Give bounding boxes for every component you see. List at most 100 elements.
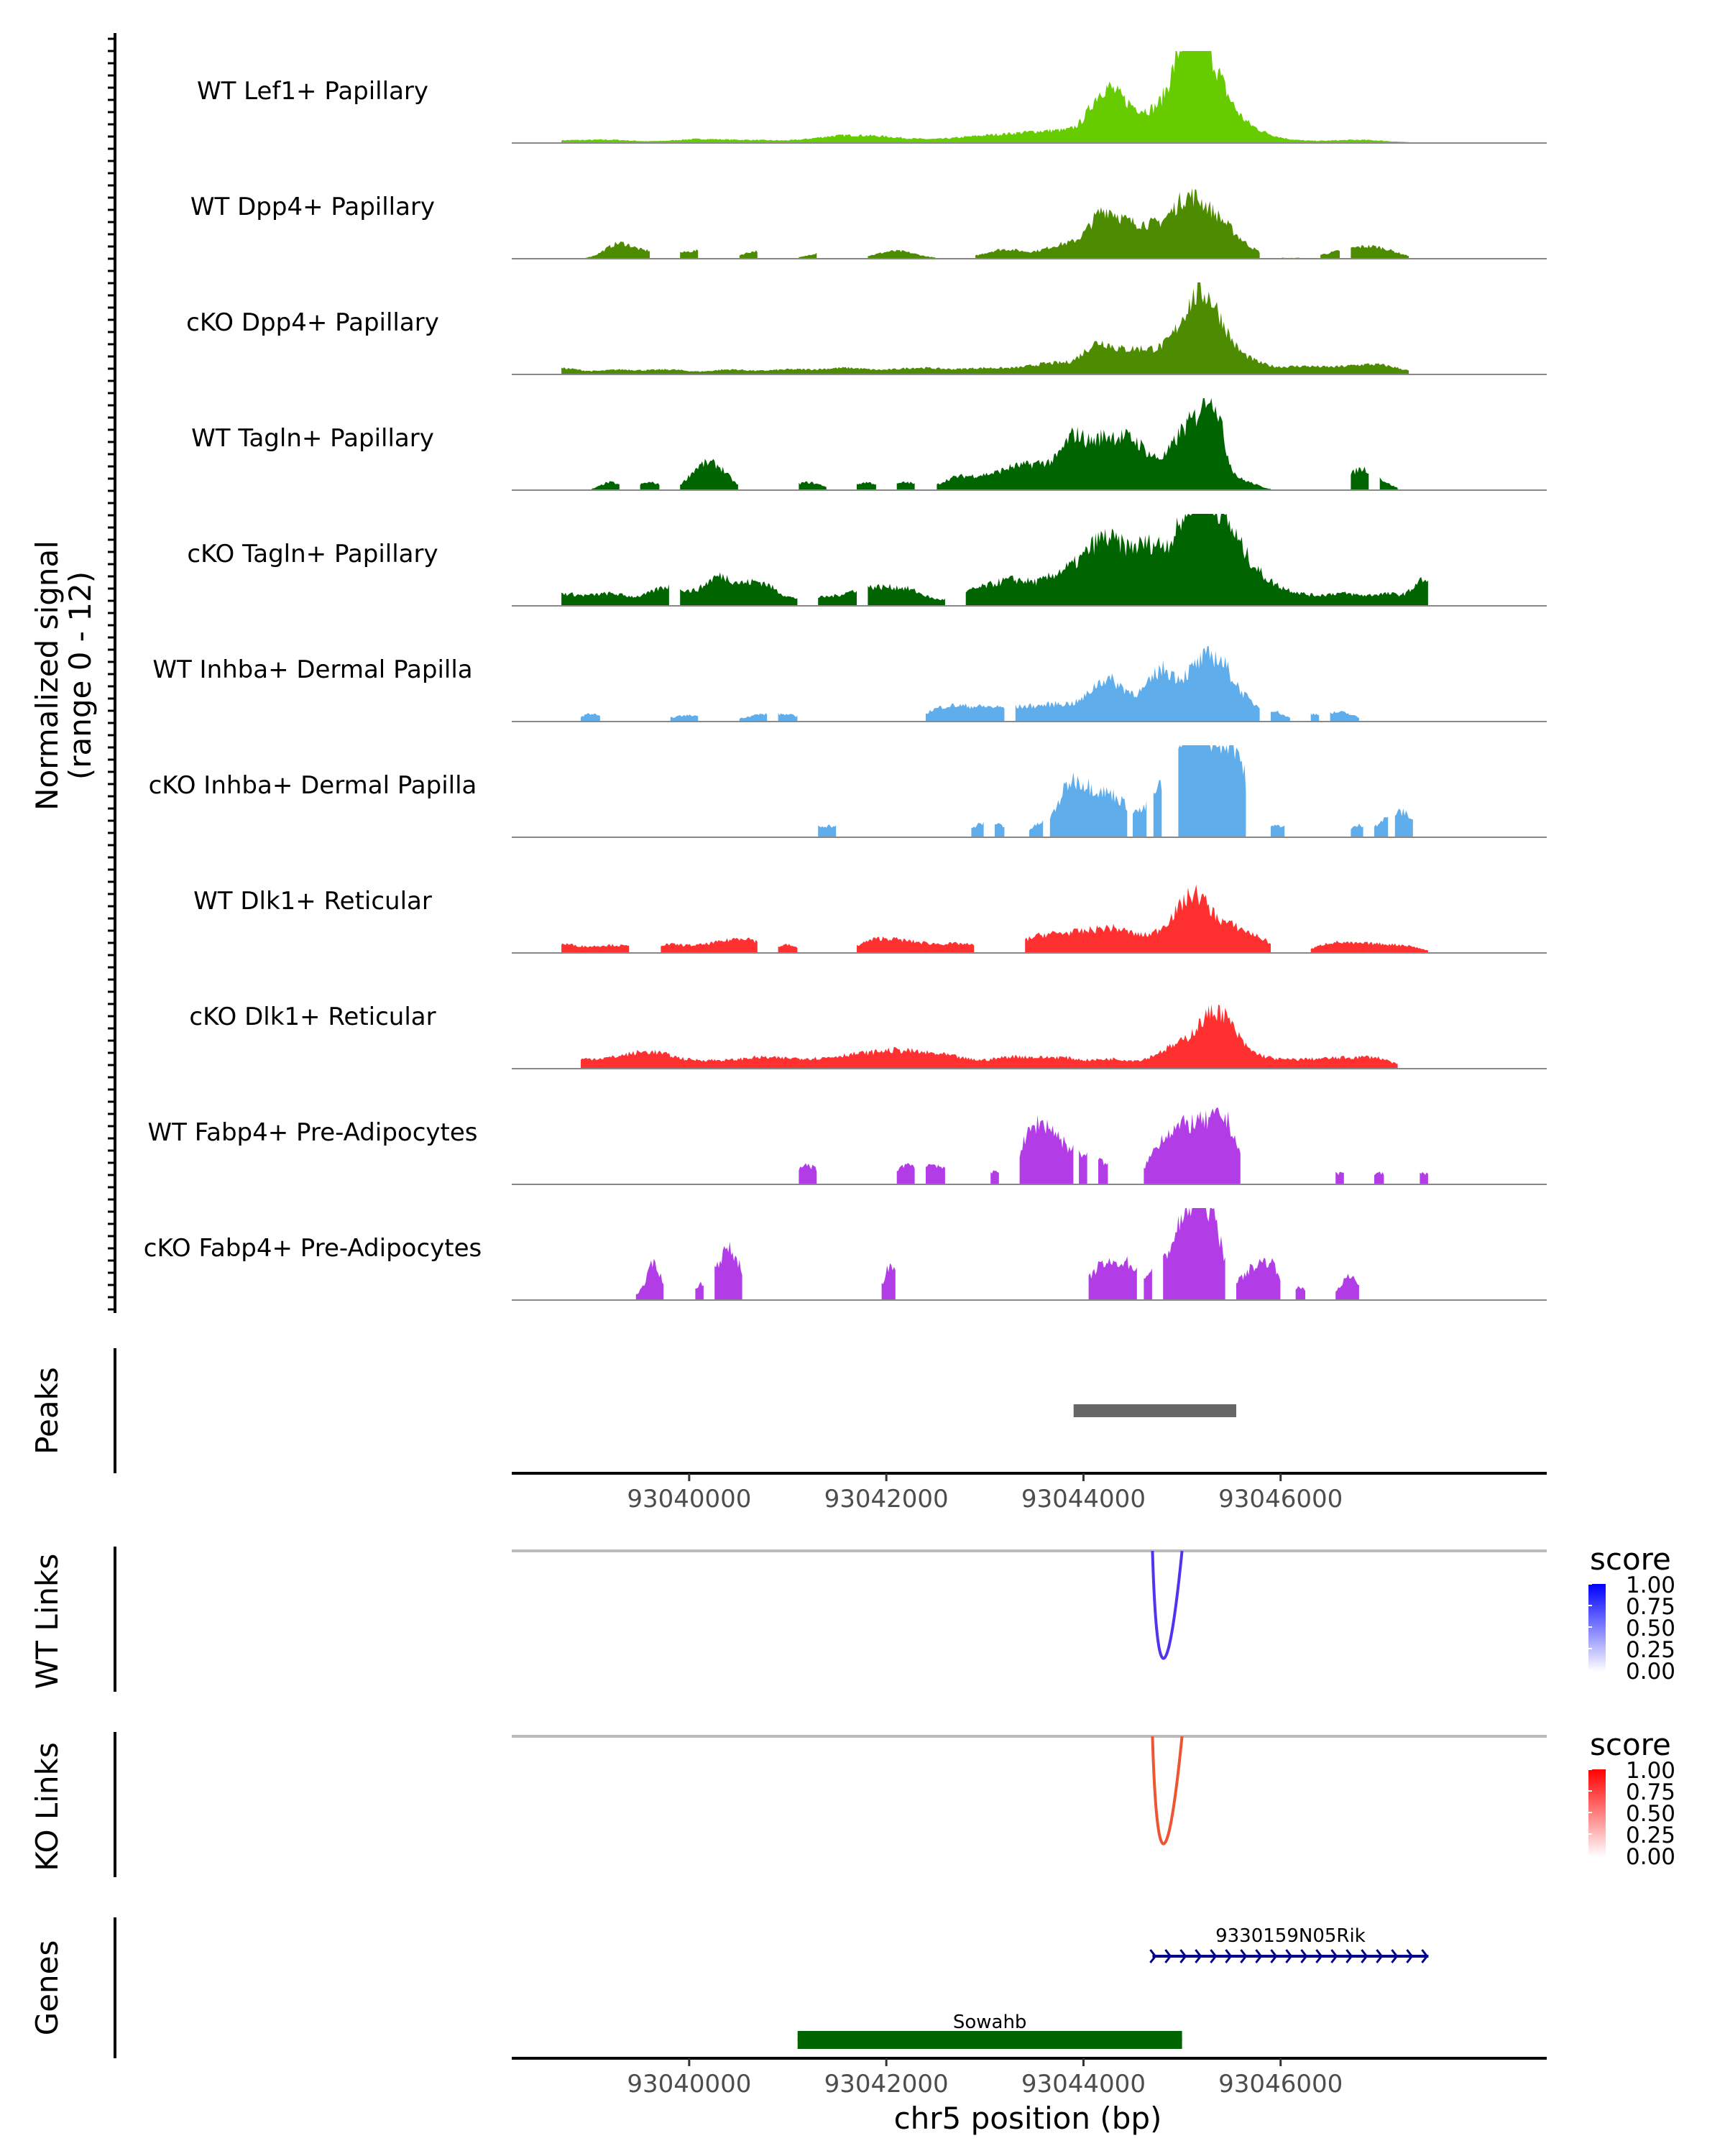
- coverage-area: [1351, 823, 1363, 837]
- peaks-label: Peaks: [29, 1367, 65, 1455]
- track-9: cKO Dlk1+ Reticular: [189, 1003, 1547, 1069]
- track-4: WT Tagln+ Papillary: [191, 398, 1547, 491]
- strand-arrow: [1300, 1949, 1308, 1963]
- coverage-area: [1015, 645, 1260, 722]
- coverage-area: [868, 249, 936, 259]
- x-tick-label: 93042000: [824, 1485, 949, 1514]
- coverage-area: [995, 823, 1005, 837]
- coverage-area: [975, 188, 1260, 259]
- track-1: WT Lef1+ Papillary: [197, 51, 1547, 144]
- coverage-area: [1351, 244, 1409, 259]
- coverage-area: [561, 943, 630, 953]
- coverage-area: [1025, 884, 1271, 953]
- legend-label: 0.25: [1626, 1823, 1675, 1848]
- coverage-area: [1098, 1158, 1108, 1184]
- coverage-area: [670, 714, 699, 722]
- strand-arrow: [1285, 1949, 1293, 1963]
- x-tick-label: 93044000: [1021, 2070, 1146, 2099]
- legend-title: score: [1590, 1542, 1671, 1577]
- track-label: WT Dpp4+ Papillary: [190, 193, 435, 221]
- coverage-area: [1133, 800, 1147, 837]
- coverage-area: [1029, 820, 1044, 837]
- gene-label: 9330159N05Rik: [1215, 1925, 1366, 1947]
- strand-arrow: [1421, 1949, 1429, 1963]
- coverage-area: [799, 481, 827, 490]
- track-8: WT Dlk1+ Reticular: [193, 884, 1547, 954]
- track-label: cKO Dpp4+ Papillary: [186, 308, 439, 337]
- coverage-area: [1351, 466, 1369, 490]
- coverage-ylabel-line1: Normalized signal: [29, 540, 65, 811]
- track-label: WT Fabp4+ Pre-Adipocytes: [148, 1118, 478, 1147]
- coverage-tracks: WT Lef1+ Papillary WT Dpp4+ Papillary cKO …: [144, 51, 1547, 1301]
- strand-arrow: [1315, 1949, 1323, 1963]
- coverage-area: [561, 584, 669, 606]
- coverage-area: [818, 589, 857, 606]
- coverage-area: [1049, 772, 1128, 837]
- strand-arrow: [1391, 1949, 1399, 1963]
- track-6: WT Inhba+ Dermal Papilla: [152, 645, 1547, 722]
- genes-label: Genes: [29, 1940, 65, 2036]
- strand-arrow: [1195, 1949, 1202, 1963]
- x-axis-title: chr5 position (bp): [894, 2101, 1162, 2136]
- legend-label: 0.00: [1626, 1659, 1675, 1685]
- x-tick-label: 93044000: [1021, 1485, 1146, 1514]
- track-3: cKO Dpp4+ Papillary: [186, 282, 1547, 375]
- coverage-area: [1271, 824, 1285, 837]
- coverage-area: [896, 481, 915, 490]
- coverage-area: [1019, 1115, 1074, 1184]
- coverage-area: [680, 459, 738, 490]
- peak-region: [1073, 1404, 1236, 1417]
- gene-9330159N05Rik: 9330159N05Rik: [1149, 1925, 1429, 1963]
- legend-label: 0.50: [1626, 1801, 1675, 1827]
- track-5: cKO Tagln+ Papillary: [187, 514, 1547, 607]
- strand-arrow: [1270, 1949, 1278, 1963]
- track-label: WT Lef1+ Papillary: [197, 77, 428, 106]
- coverage-area: [592, 481, 620, 490]
- coverage-area: [561, 282, 1409, 374]
- coverage-area: [1374, 1171, 1384, 1184]
- coverage-area: [1335, 1273, 1359, 1300]
- coverage-area: [1144, 1107, 1241, 1184]
- legend-title: score: [1590, 1727, 1671, 1762]
- track-label: WT Dlk1+ Reticular: [193, 887, 432, 916]
- coverage-area: [581, 241, 650, 259]
- coverage-area: [857, 936, 975, 953]
- coverage-ylabel-line2: (range 0 - 12): [63, 571, 98, 780]
- coverage-area: [635, 1258, 664, 1300]
- track-label: WT Inhba+ Dermal Papilla: [152, 655, 472, 684]
- coverage-area: [818, 824, 837, 837]
- track-label: cKO Inhba+ Dermal Papilla: [149, 771, 477, 800]
- links-label: KO Links: [29, 1742, 65, 1871]
- coverage-area: [1335, 1171, 1344, 1184]
- coverage-area: [1310, 713, 1320, 722]
- strand-arrow: [1361, 1949, 1368, 1963]
- strand-arrow: [1240, 1949, 1248, 1963]
- coverage-area: [896, 1163, 915, 1184]
- legend-label: 0.25: [1626, 1637, 1675, 1663]
- coverage-area: [1144, 1268, 1152, 1300]
- legend-label: 0.75: [1626, 1779, 1675, 1805]
- coverage-area: [799, 252, 817, 259]
- x-tick-label: 93046000: [1218, 1485, 1343, 1514]
- coverage-area: [1178, 745, 1246, 837]
- coverage-area: [990, 1170, 999, 1184]
- legend-label: 0.00: [1626, 1844, 1675, 1870]
- x-tick-label: 93042000: [824, 2070, 949, 2099]
- x-tick-label: 93046000: [1218, 2070, 1343, 2099]
- link-arc: [1151, 1550, 1184, 1660]
- legend-label: 1.00: [1626, 1572, 1675, 1598]
- track-label: cKO Tagln+ Papillary: [187, 540, 438, 568]
- gene-Sowahb: Sowahb: [797, 2012, 1182, 2049]
- coverage-area: [739, 713, 768, 722]
- legend-label: 0.50: [1626, 1616, 1675, 1641]
- x-tick-label: 93040000: [627, 1485, 751, 1514]
- gene-exon: [797, 2031, 1182, 2049]
- peak-regions: [1073, 1404, 1236, 1417]
- coverage-area: [1379, 477, 1398, 490]
- legend-label: 1.00: [1626, 1758, 1675, 1784]
- track-2: WT Dpp4+ Papillary: [190, 188, 1547, 259]
- track-10: WT Fabp4+ Pre-Adipocytes: [148, 1107, 1547, 1185]
- gene-label: Sowahb: [953, 2012, 1027, 2033]
